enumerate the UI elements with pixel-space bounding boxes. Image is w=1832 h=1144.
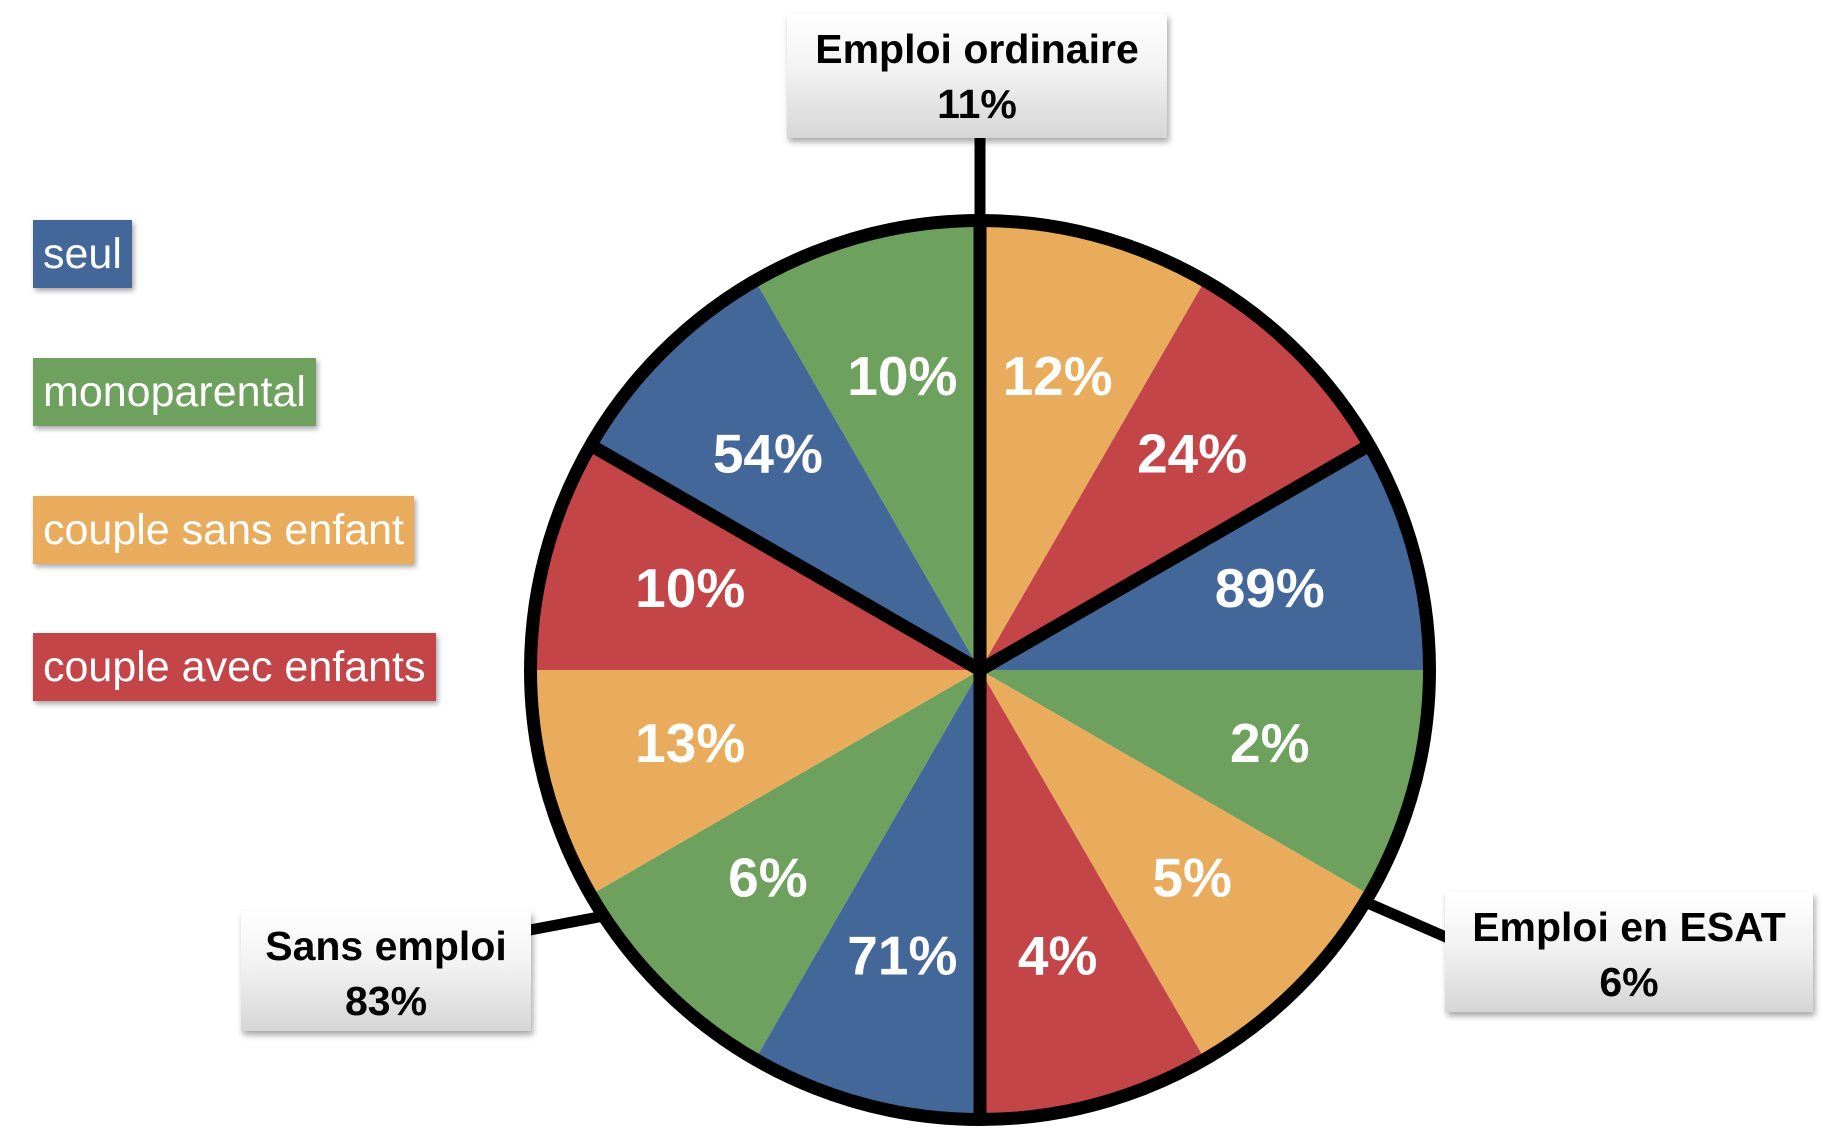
slice-monoparental <box>757 225 980 670</box>
slice-label: 6% <box>728 847 808 909</box>
callout-leader-line <box>1366 898 1451 944</box>
slice-label: 5% <box>1152 847 1232 909</box>
callout-sans-emploi: Sans emploi 83% <box>241 911 531 1031</box>
slice-seul <box>980 447 1425 670</box>
slice-label: 10% <box>635 557 745 619</box>
group-divider-line <box>976 439 1373 676</box>
slice-monoparental <box>594 670 980 1056</box>
slice-label: 71% <box>847 924 957 986</box>
callout-emploi-ordinaire: Emploi ordinaire 11% <box>787 14 1167 138</box>
slice-label: 2% <box>1230 712 1310 774</box>
slice-couple-avec-enfants <box>980 670 1203 1115</box>
callout-leader-line <box>528 911 602 936</box>
group-divider-line <box>587 439 984 676</box>
slice-monoparental <box>980 670 1425 893</box>
pie-outline <box>524 214 1436 1126</box>
callout-emploi-ordinaire-value: 11% <box>937 81 1017 127</box>
slice-seul <box>594 284 980 670</box>
slice-label: 24% <box>1137 422 1247 484</box>
slice-label: 12% <box>1003 345 1113 407</box>
callout-sans-emploi-value: 83% <box>344 978 428 1024</box>
slice-couple-sans-enfant <box>980 225 1203 670</box>
legend-item-monoparental: monoparental <box>33 358 316 426</box>
slice-label: 13% <box>635 712 745 774</box>
callout-emploi-esat-title: Emploi en ESAT <box>1472 904 1786 950</box>
pie-slices <box>524 214 1436 1126</box>
slice-seul <box>757 670 980 1115</box>
callout-leader-lines <box>528 138 1451 944</box>
slice-couple-avec-enfants <box>535 447 980 670</box>
callout-emploi-esat: Emploi en ESAT 6% <box>1445 892 1813 1012</box>
slice-labels: 12% 24% 89% 2% 5% 4% 71% 6% 13% 10% 54% 10% <box>635 345 1325 987</box>
slice-label: 4% <box>1018 924 1098 986</box>
legend-item-couple-sans-enfant: couple sans enfant <box>33 496 414 564</box>
slice-label: 89% <box>1215 557 1325 619</box>
slice-label: 54% <box>713 422 823 484</box>
slice-label: 10% <box>847 345 957 407</box>
callout-sans-emploi-title: Sans emploi <box>265 923 507 969</box>
callout-emploi-ordinaire-title: Emploi ordinaire <box>815 26 1139 72</box>
legend-item-seul: seul <box>33 220 132 288</box>
slice-couple-sans-enfant <box>535 670 980 893</box>
legend-item-couple-avec-enfants: couple avec enfants <box>33 633 436 701</box>
slice-couple-avec-enfants <box>980 284 1366 670</box>
callout-emploi-esat-value: 6% <box>1599 959 1659 1005</box>
group-divider-lines <box>587 221 1373 1119</box>
slice-couple-sans-enfant <box>980 670 1366 1056</box>
